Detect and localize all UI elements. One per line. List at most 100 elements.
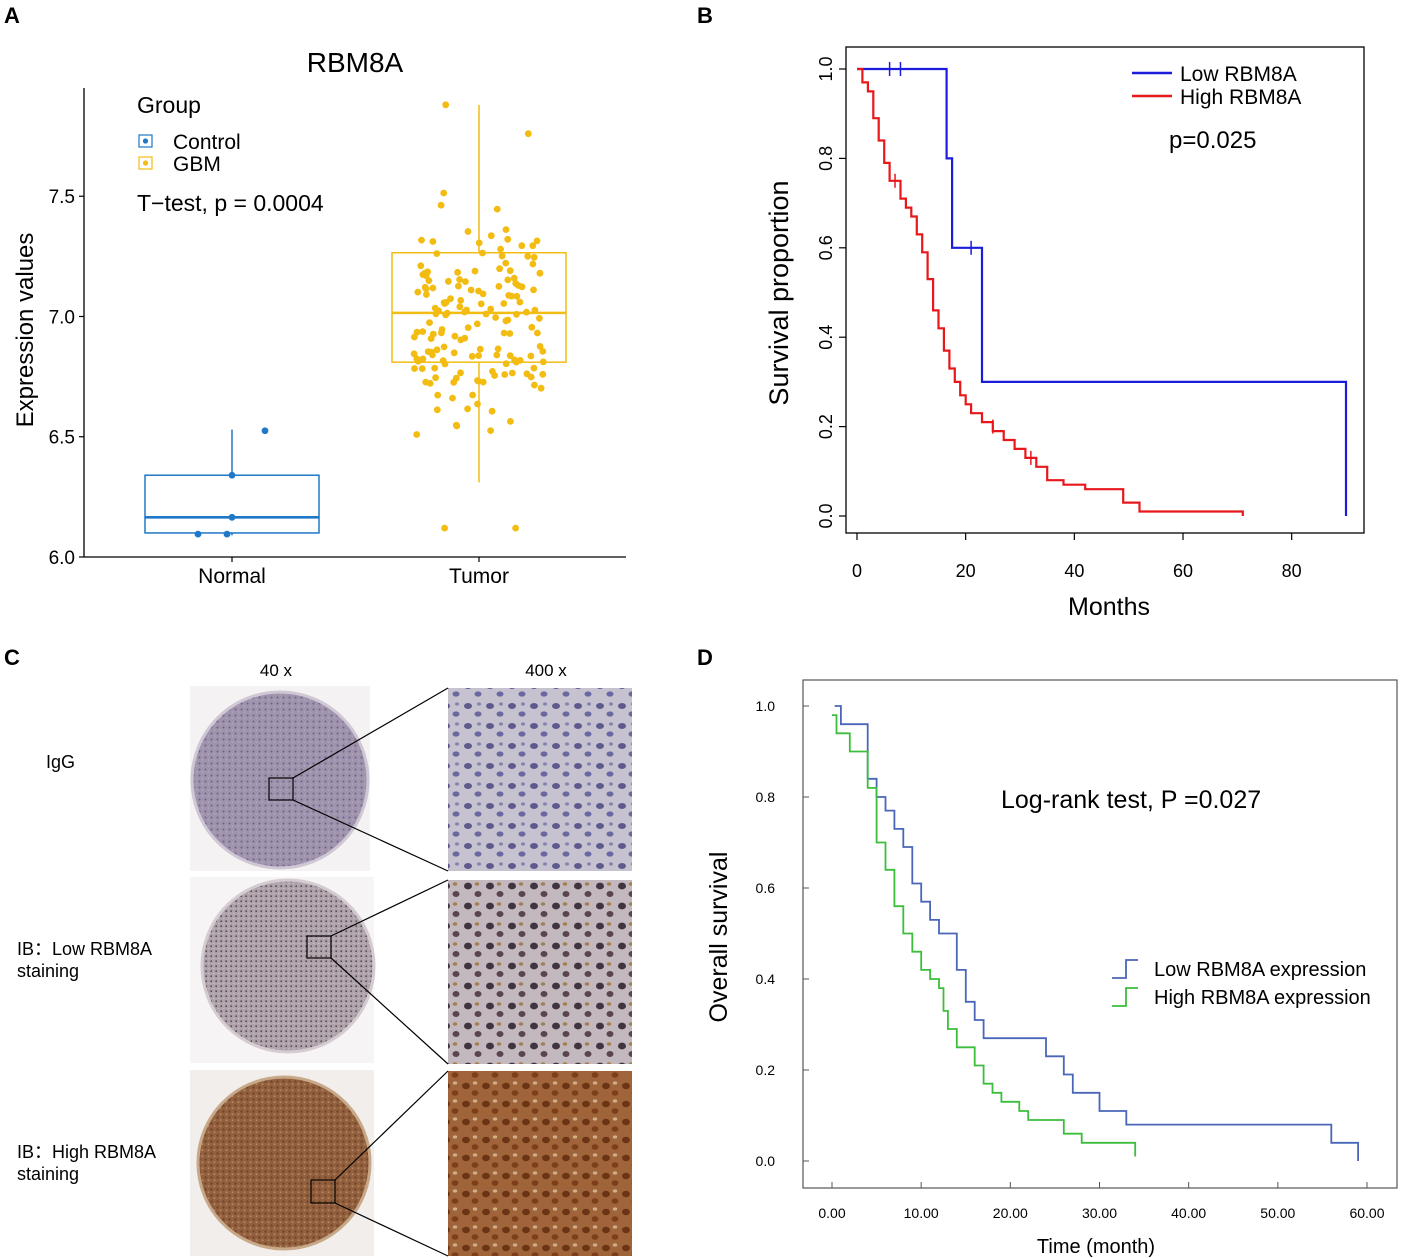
data-point-tumor [464, 324, 472, 331]
data-point-tumor [502, 259, 510, 267]
data-point-tumor [479, 290, 487, 298]
data-point-tumor [508, 292, 515, 300]
data-point-tumor [449, 394, 456, 402]
data-point-tumor [487, 232, 495, 240]
legend-d-high-label: High RBM8A expression [1154, 987, 1371, 1009]
zoom-line-low-bottom [330, 957, 449, 1065]
data-point-tumor [440, 189, 448, 197]
highmag-high [448, 1071, 632, 1256]
data-point-tumor [524, 252, 532, 260]
panel-d-ytick-label: 0.4 [756, 971, 776, 987]
data-point-tumor [537, 384, 545, 392]
data-point-tumor [450, 349, 458, 357]
panel-b-ytick-label: 0.0 [816, 503, 836, 528]
panel-b-xtick-label: 80 [1282, 561, 1302, 581]
panel-d-xtick-label: 30.00 [1082, 1205, 1117, 1221]
data-point-tumor [508, 369, 516, 377]
data-point-tumor [454, 268, 461, 276]
panel-a-legend-title: Group [137, 92, 201, 118]
data-point-tumor [443, 309, 451, 317]
panel-d-ytick-label: 0.2 [756, 1062, 776, 1078]
data-point-tumor [425, 277, 433, 284]
data-point-tumor [423, 291, 430, 298]
zoom-line-igg-bottom [292, 799, 449, 872]
data-point-tumor [531, 306, 539, 314]
legend-high-label: High RBM8A [1180, 86, 1301, 109]
legend-control-dot [142, 138, 149, 144]
data-point-tumor [507, 418, 514, 425]
data-point-tumor [493, 205, 501, 213]
data-point-tumor [531, 381, 538, 389]
data-point-tumor [500, 329, 508, 337]
legend-control-swatch [138, 134, 153, 148]
data-point-tumor [417, 262, 425, 270]
panel-d-xlabel: Time (month) [1037, 1236, 1155, 1258]
highmag-low [448, 880, 632, 1064]
legend-d-low-label: Low RBM8A expression [1154, 959, 1366, 981]
data-point-tumor [496, 265, 503, 273]
panel-d-xtick-label: 60.00 [1349, 1205, 1384, 1221]
panel-b-ytick-label: 0.6 [816, 235, 836, 260]
data-point-tumor [464, 405, 471, 413]
row-label-low-line2: staining [17, 961, 79, 981]
data-point-tumor [502, 226, 510, 234]
data-point-tumor [494, 345, 502, 353]
data-point-tumor [501, 371, 509, 378]
data-point-tumor [461, 334, 469, 342]
zoom-line-low-top [330, 879, 449, 937]
zoom-line-high-bottom [334, 1202, 449, 1257]
panel-c-header-40x: 40 x [260, 661, 293, 680]
data-point-normal [194, 530, 202, 538]
legend-control-label: Control [173, 131, 241, 154]
panel-d-legend-low: Low RBM8A expression [1112, 959, 1366, 981]
legend-gbm-label: GBM [173, 153, 221, 176]
panel-d-xtick-label: 50.00 [1260, 1205, 1295, 1221]
zoom-box-high [310, 1179, 336, 1204]
data-point-tumor [475, 239, 483, 247]
data-point-tumor [432, 310, 440, 318]
tma-core-low [200, 878, 376, 1054]
panel-b-xlabel: Months [1068, 593, 1150, 621]
zoom-box-low [306, 935, 332, 959]
data-point-tumor [431, 304, 439, 312]
data-point-tumor [530, 253, 538, 261]
data-point-tumor [474, 377, 482, 385]
data-point-tumor [431, 364, 439, 372]
panel-label-a: A [4, 3, 20, 28]
panel-d-xtick-label: 10.00 [904, 1205, 939, 1221]
row-label-high: IB：High RBM8A [17, 1142, 156, 1162]
panel-b-pvalue: p=0.025 [1169, 127, 1256, 154]
data-point-tumor [530, 286, 537, 294]
data-point-tumor [482, 310, 490, 318]
panel-b-ytick-label: 0.8 [816, 146, 836, 171]
panel-c-header-400x: 400 x [525, 661, 567, 680]
data-point-tumor [518, 242, 526, 250]
data-point-tumor [456, 276, 463, 283]
data-point-tumor [437, 201, 445, 209]
data-point-tumor [513, 310, 520, 318]
panel-d-ytick-label: 0.8 [756, 789, 776, 805]
data-point-tumor [433, 406, 441, 414]
data-point-tumor [510, 274, 518, 282]
data-point-tumor [516, 357, 524, 364]
data-point-tumor [487, 427, 494, 434]
data-point-tumor [433, 346, 441, 354]
data-point-tumor [513, 292, 521, 300]
data-point-tumor [442, 299, 450, 306]
km-curve-low [857, 67, 1348, 516]
data-point-tumor [452, 374, 460, 382]
panel-b-ylabel: Survival proportion [764, 180, 794, 405]
data-point-tumor [440, 343, 448, 351]
data-point-tumor [477, 300, 485, 308]
data-point-tumor [527, 373, 535, 381]
panel-a-legend-control: Control [138, 131, 241, 154]
data-point-tumor [456, 303, 464, 311]
data-point-tumor [414, 288, 422, 296]
panel-d-ytick-label: 0.6 [756, 880, 776, 896]
legend-low-label: Low RBM8A [1180, 63, 1297, 86]
panel-d-legend-high: High RBM8A expression [1112, 987, 1371, 1009]
data-point-tumor [429, 330, 437, 338]
data-point-tumor [530, 364, 538, 372]
panel-c-ihc: 40 x 400 x IgG IB：Low RBM8A staining IB：… [17, 661, 632, 1257]
data-point-tumor [419, 328, 427, 335]
